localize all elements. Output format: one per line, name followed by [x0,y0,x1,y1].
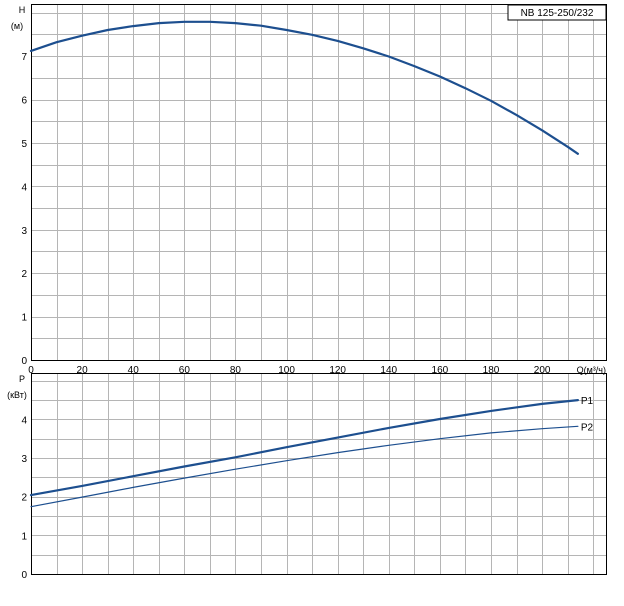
x-tick-label: 140 [380,365,397,376]
x-tick-label: 80 [230,365,242,376]
chart-title-box: NB 125-250/232 [507,4,607,21]
plot-frame [31,4,607,361]
y-tick-label: 5 [21,139,27,150]
y-tick-label: 3 [21,226,27,237]
series-line [29,20,580,155]
chart-title: NB 125-250/232 [521,8,594,19]
series-line-p1 [29,399,580,497]
y-tick-label: 1 [21,531,27,542]
x-tick-label: 180 [483,365,500,376]
y-axis-label: P [19,374,25,384]
series-layer: P1 P2 [29,20,594,508]
y-axis-unit: (кВт) [7,390,27,400]
y-tick-label: 6 [21,96,27,107]
plot-frame [31,373,607,575]
y-tick-label: 2 [21,493,27,504]
x-tick-label: 160 [432,365,449,376]
x-tick-label: 20 [77,365,89,376]
y-tick-label: 2 [21,269,27,280]
series-label-p2: P2 [581,422,594,433]
y-tick-label: 1 [21,313,27,324]
x-tick-label: 200 [534,365,551,376]
x-tick-label: 40 [128,365,140,376]
x-tick-label: 100 [278,365,295,376]
y-tick-label: 3 [21,454,27,465]
x-axis-label: Q(м³/ч) [577,365,606,375]
x-tick-label: 0 [28,365,34,376]
y-tick-label: 4 [21,415,27,426]
x-tick-label: 60 [179,365,191,376]
frame-layer [31,4,607,575]
y-tick-label: 4 [21,182,27,193]
title-box-frame [507,4,607,21]
grid-layer [31,4,606,574]
y-tick-label: 0 [21,356,27,367]
y-axis-unit: (м) [11,21,23,31]
x-tick-label: 120 [329,365,346,376]
series-label-p1: P1 [581,396,594,407]
y-tick-label: 7 [21,52,27,63]
series-line-p2 [30,425,579,508]
y-axis-label: H [19,5,26,15]
y-tick-label: 0 [21,570,27,581]
